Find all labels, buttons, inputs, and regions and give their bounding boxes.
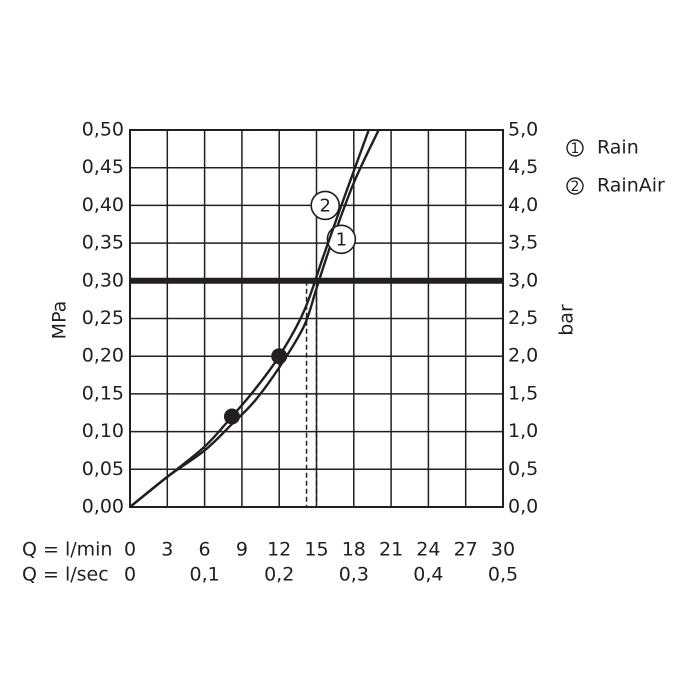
left-tick-label: 0,40 — [82, 194, 124, 216]
series-layer: 12 — [129, 129, 380, 508]
tick-labels: 0,000,050,100,150,200,250,300,350,400,45… — [82, 119, 539, 586]
x-secondary-tick-label: 0,5 — [488, 564, 518, 586]
right-tick-label: 5,0 — [508, 119, 538, 141]
left-tick-label: 0,25 — [82, 307, 124, 329]
right-tick-label: 0,0 — [508, 496, 538, 518]
x-axis-secondary-unit-label: Q = l/sec — [22, 564, 109, 586]
right-tick-label: 2,5 — [508, 307, 538, 329]
x-tick-label: 15 — [304, 539, 328, 561]
left-tick-label: 0,00 — [82, 496, 124, 518]
right-axis-title: bar — [556, 304, 578, 336]
legend-marker-2 — [566, 177, 584, 195]
left-tick-label: 0,05 — [82, 458, 124, 480]
x-secondary-tick-label: 0,2 — [264, 564, 294, 586]
right-tick-label: 3,5 — [508, 232, 538, 254]
x-secondary-tick-label: 0 — [124, 564, 136, 586]
left-tick-label: 0,20 — [82, 345, 124, 367]
series-line-rainair — [129, 129, 370, 508]
left-axis-title: MPa — [49, 301, 71, 340]
x-secondary-tick-label: 0,3 — [339, 564, 369, 586]
left-tick-label: 0,50 — [82, 119, 124, 141]
legend-marker-1-number: 1 — [571, 141, 580, 157]
x-tick-label: 30 — [491, 539, 515, 561]
right-tick-label: 4,0 — [508, 194, 538, 216]
grid — [129, 129, 504, 508]
right-tick-label: 2,0 — [508, 345, 538, 367]
data-point — [271, 348, 288, 365]
legend-marker-1 — [566, 139, 584, 157]
x-tick-label: 9 — [236, 539, 248, 561]
legend-item-rainair: 2 RainAir — [566, 175, 665, 197]
right-tick-label: 1,5 — [508, 382, 538, 404]
x-secondary-tick-label: 0,1 — [189, 564, 219, 586]
legend-marker-2-number: 2 — [571, 179, 580, 195]
right-tick-label: 0,5 — [508, 458, 538, 480]
x-tick-label: 0 — [124, 539, 136, 561]
x-tick-label: 21 — [379, 539, 403, 561]
series-marker-1 — [326, 224, 357, 255]
data-point — [223, 408, 240, 425]
left-tick-label: 0,30 — [82, 269, 124, 291]
legend-item-rain: 1 Rain — [566, 137, 639, 159]
x-tick-label: 27 — [454, 539, 478, 561]
legend-label-rainair: RainAir — [597, 175, 665, 197]
x-tick-label: 12 — [267, 539, 291, 561]
x-tick-label: 3 — [161, 539, 173, 561]
series-marker-2 — [310, 190, 341, 221]
right-tick-label: 1,0 — [508, 420, 538, 442]
left-tick-label: 0,15 — [82, 382, 124, 404]
right-tick-label: 3,0 — [508, 269, 538, 291]
series-line-rain — [129, 129, 380, 508]
left-tick-label: 0,10 — [82, 420, 124, 442]
series-marker-2-number: 2 — [319, 195, 330, 216]
x-tick-label: 18 — [342, 539, 366, 561]
x-tick-label: 6 — [199, 539, 211, 561]
left-tick-label: 0,35 — [82, 232, 124, 254]
legend: 1 Rain 2 RainAir — [566, 137, 665, 197]
left-tick-label: 0,45 — [82, 156, 124, 178]
legend-label-rain: Rain — [597, 137, 639, 159]
plot-frame — [129, 129, 504, 508]
plot-border — [129, 129, 504, 508]
x-axis-unit-label: Q = l/min — [22, 539, 112, 561]
x-tick-label: 24 — [416, 539, 440, 561]
x-secondary-tick-label: 0,4 — [413, 564, 443, 586]
series-marker-1-number: 1 — [336, 229, 347, 250]
right-tick-label: 4,5 — [508, 156, 538, 178]
